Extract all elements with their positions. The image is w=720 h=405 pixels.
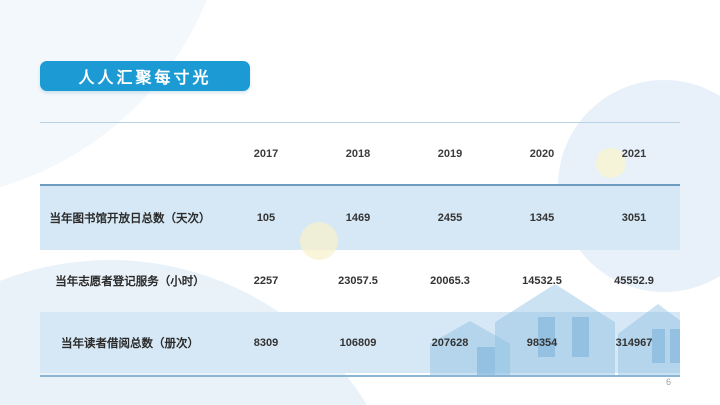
section-title-badge: 人人汇聚每寸光 xyxy=(40,61,250,91)
table-cell: 105 xyxy=(256,212,276,224)
section-title-text: 人人汇聚每寸光 xyxy=(78,70,212,87)
yellow-dot-decoration-right xyxy=(596,148,626,178)
table-cell: 3051 xyxy=(621,212,647,224)
table-cell: 8309 xyxy=(253,336,279,349)
header-year-2017: 2017 xyxy=(253,147,279,160)
header-year-2018: 2018 xyxy=(345,147,371,160)
table-cell: 1345 xyxy=(529,212,555,224)
header-year-2019: 2019 xyxy=(437,147,463,160)
table-cell: 207628 xyxy=(431,336,469,349)
table-cell: 14532.5 xyxy=(522,275,562,287)
header-year-2020: 2020 xyxy=(529,147,555,160)
table-cell: 106809 xyxy=(339,336,377,349)
row-label: 当年志愿者登记服务（小时） xyxy=(55,276,205,288)
table-cell: 314967 xyxy=(615,336,653,349)
table-row-borrow-total: 当年读者借阅总数（册次） 8309 106809 207628 98354 31… xyxy=(40,312,680,373)
table-row-volunteer-hours: 当年志愿者登记服务（小时） 2257 23057.5 20065.3 14532… xyxy=(40,250,680,312)
table-cell: 1469 xyxy=(345,212,371,224)
statistics-table: 2017 2018 2019 2020 2021 当年图书馆开放日总数（天次） … xyxy=(40,122,680,377)
table-cell: 23057.5 xyxy=(338,275,378,287)
table-cell: 45552.9 xyxy=(614,275,654,287)
table-cell: 98354 xyxy=(526,336,558,349)
row-label: 当年读者借阅总数（册次） xyxy=(61,337,199,350)
row-label: 当年图书馆开放日总数（天次） xyxy=(49,213,211,225)
table-cell: 2257 xyxy=(253,275,279,287)
table-header-row: 2017 2018 2019 2020 2021 xyxy=(40,123,680,186)
table-cell: 2455 xyxy=(437,212,463,224)
header-year-2021: 2021 xyxy=(621,147,647,160)
table-row-open-days: 当年图书馆开放日总数（天次） 105 1469 2455 1345 3051 xyxy=(40,186,680,250)
page-number: 6 xyxy=(666,377,672,387)
table-cell: 20065.3 xyxy=(430,275,470,287)
yellow-dot-decoration-center xyxy=(300,222,338,260)
